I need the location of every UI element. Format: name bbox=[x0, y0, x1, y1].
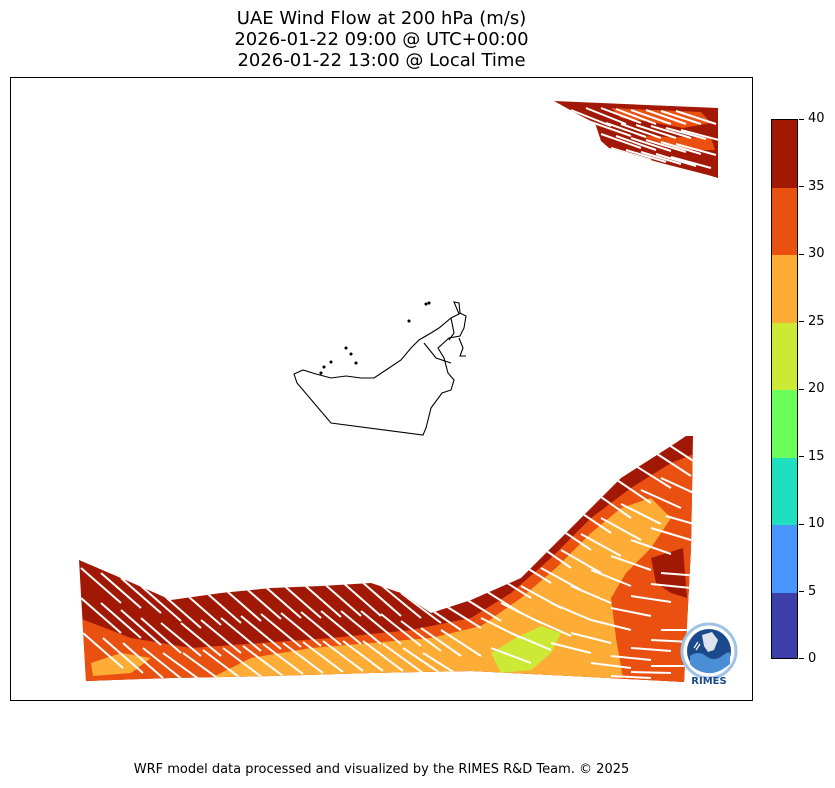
colorbar-segment-10-15 bbox=[772, 457, 797, 525]
title-line-2: 2026-01-22 09:00 @ UTC+00:00 bbox=[234, 29, 529, 50]
chart-title: UAE Wind Flow at 200 hPa (m/s) 2026-01-2… bbox=[0, 8, 763, 71]
colorbar-label-10: 10 bbox=[808, 516, 825, 531]
title-line-1: UAE Wind Flow at 200 hPa (m/s) bbox=[236, 8, 527, 29]
colorbar-tick bbox=[799, 524, 804, 525]
colorbar-label-20: 20 bbox=[808, 381, 825, 396]
colorbar-segment-5-10 bbox=[772, 525, 797, 593]
wind-speed-fill-25-30 bbox=[91, 653, 151, 676]
colorbar-segment-25-30 bbox=[772, 255, 797, 323]
wind-speed-fill-30-35 bbox=[639, 136, 715, 150]
colorbar bbox=[771, 119, 798, 659]
map-panel[interactable] bbox=[10, 77, 753, 701]
wind-field-northeast bbox=[554, 101, 718, 178]
rimes-logo-text: RIMES bbox=[691, 676, 727, 687]
wind-vectors-northeast bbox=[570, 107, 718, 169]
footer-credit: WRF model data processed and visualized … bbox=[133, 762, 630, 777]
colorbar-label-0: 0 bbox=[808, 651, 817, 666]
wind-speed-fill-20-25 bbox=[491, 626, 561, 673]
uae-boundary bbox=[293, 301, 467, 436]
title-line-3: 2026-01-22 13:00 @ Local Time bbox=[237, 50, 526, 71]
colorbar-tick bbox=[799, 119, 804, 120]
colorbar-segment-0-5 bbox=[772, 592, 797, 658]
colorbar-label-35: 35 bbox=[808, 179, 825, 194]
colorbar-tick bbox=[799, 389, 804, 390]
rimes-emblem-icon bbox=[680, 622, 738, 680]
map-svg bbox=[79, 101, 718, 682]
colorbar-tick bbox=[799, 321, 804, 322]
wind-vectors-south bbox=[80, 442, 693, 682]
colorbar-tick bbox=[799, 456, 804, 457]
colorbar-label-15: 15 bbox=[808, 449, 825, 464]
colorbar-tick bbox=[799, 591, 804, 592]
wind-field-south bbox=[79, 436, 693, 682]
colorbar-label-30: 30 bbox=[808, 246, 825, 261]
colorbar-label-5: 5 bbox=[808, 584, 817, 599]
colorbar-segment-35-40 bbox=[772, 120, 797, 188]
colorbar-segment-15-20 bbox=[772, 390, 797, 458]
colorbar-label-25: 25 bbox=[808, 314, 825, 329]
colorbar-segment-20-25 bbox=[772, 322, 797, 390]
colorbar-segment-30-35 bbox=[772, 187, 797, 255]
colorbar-tick bbox=[799, 186, 804, 187]
colorbar-tick bbox=[799, 254, 804, 255]
colorbar-tick bbox=[799, 658, 804, 659]
colorbar-label-40: 40 bbox=[808, 111, 825, 126]
rimes-logo: RIMES bbox=[678, 620, 740, 688]
